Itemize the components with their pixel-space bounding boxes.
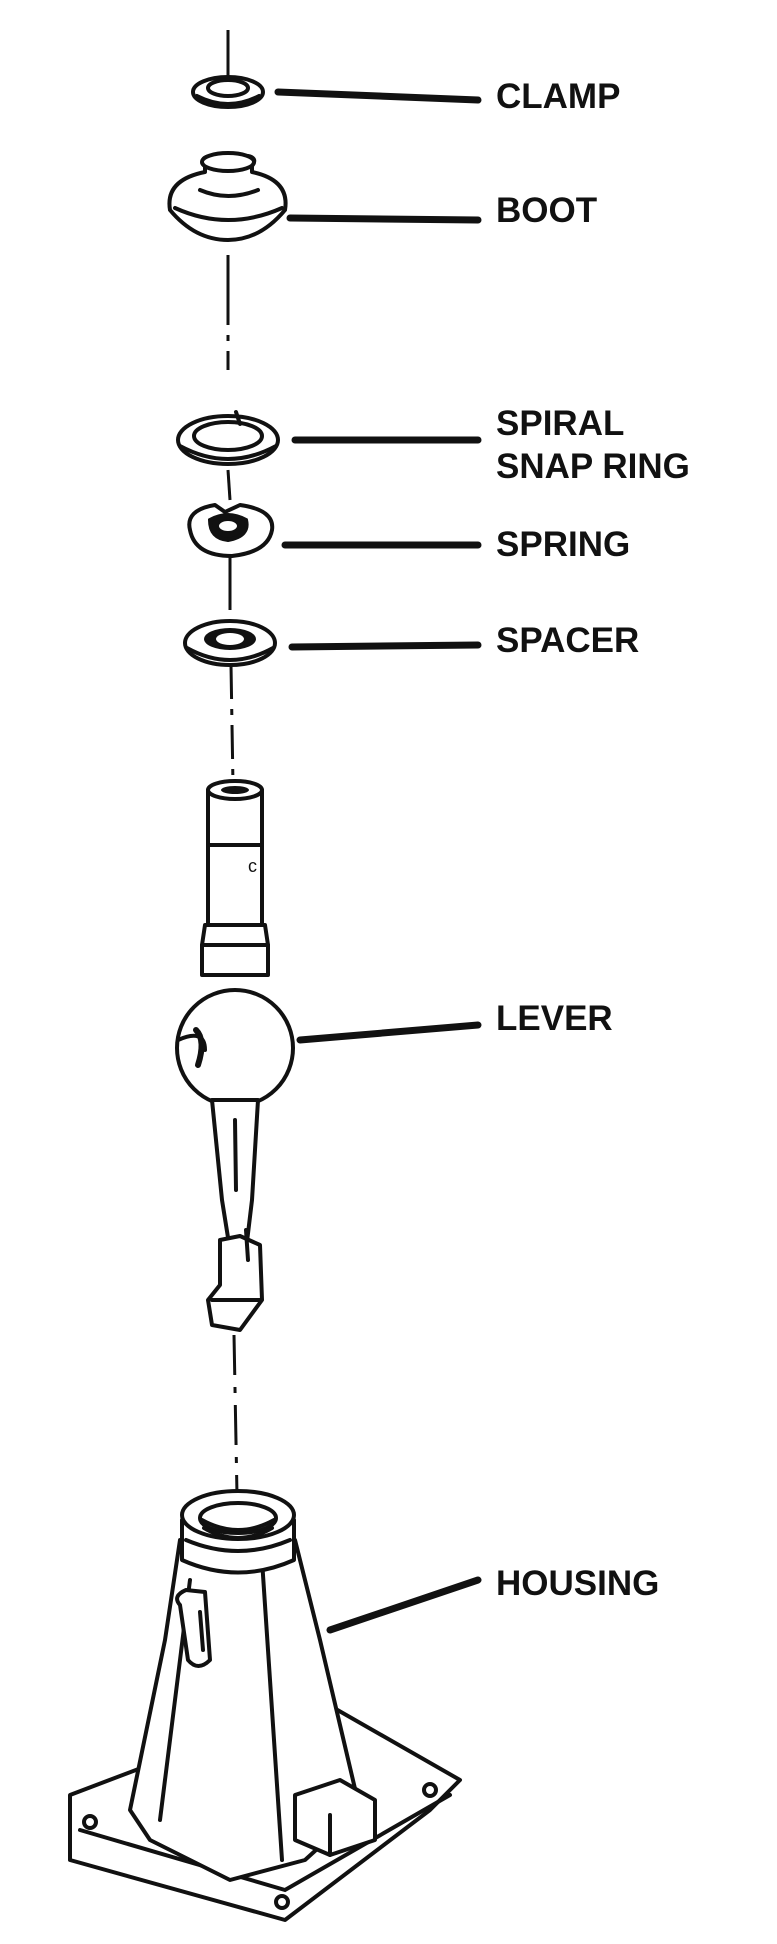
lever-leader xyxy=(296,1021,482,1044)
spiral-label-line2: SNAP RING xyxy=(496,447,690,486)
svg-text:c: c xyxy=(248,856,257,876)
boot-part xyxy=(167,151,288,242)
housing-leader xyxy=(326,1576,482,1634)
clamp-label: CLAMP xyxy=(496,77,620,116)
spacer-part xyxy=(183,619,277,667)
lever-part: c xyxy=(175,779,295,1332)
clamp-leader xyxy=(274,88,482,104)
boot-label: BOOT xyxy=(496,191,597,230)
spring-label: SPRING xyxy=(496,525,630,564)
spiral-snap-ring-part xyxy=(176,410,280,466)
spacer-label: SPACER xyxy=(496,621,639,660)
clamp-part xyxy=(191,75,265,109)
spring-part xyxy=(187,503,275,558)
lever-label: LEVER xyxy=(496,999,613,1038)
boot-leader xyxy=(286,214,482,224)
housing-part xyxy=(68,1489,462,1922)
spacer-leader xyxy=(288,641,482,651)
housing-label: HOUSING xyxy=(496,1564,659,1603)
spiral-label-line1: SPIRAL xyxy=(496,404,624,443)
